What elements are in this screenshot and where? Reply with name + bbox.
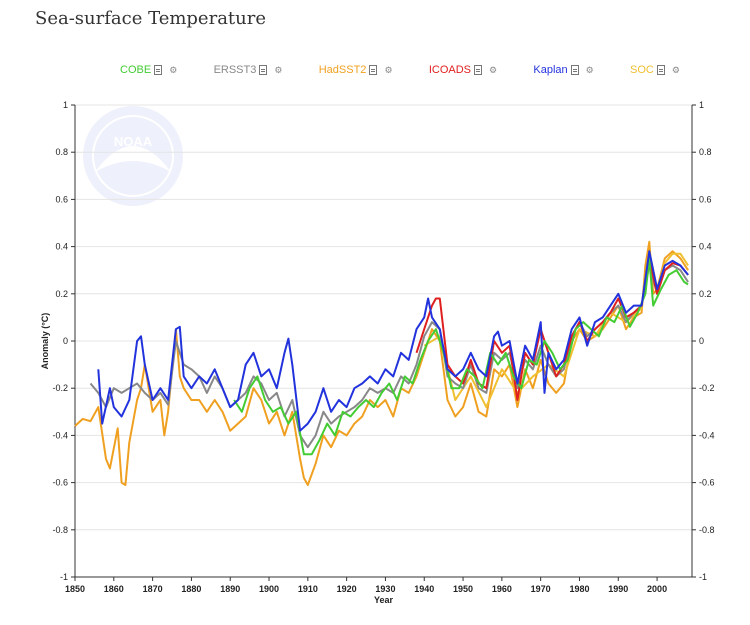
gear-icon[interactable]: ⚙ xyxy=(384,64,393,75)
x-tick-label: 1980 xyxy=(569,584,589,594)
x-tick-label: 1910 xyxy=(298,584,318,594)
document-icon[interactable] xyxy=(570,65,579,75)
y-tick-label: -1 xyxy=(60,572,68,582)
y-tick-label-right: -1 xyxy=(699,572,707,582)
x-tick-label: 1860 xyxy=(104,584,124,594)
y-tick-label-right: 0.6 xyxy=(699,194,712,204)
y-tick-label: 0.4 xyxy=(55,242,68,252)
legend-label: ERSST3 xyxy=(213,64,257,76)
y-tick-label-right: -0.2 xyxy=(699,383,715,393)
document-icon[interactable] xyxy=(259,65,268,75)
x-tick-label: 1940 xyxy=(414,584,434,594)
x-tick-label: 1990 xyxy=(608,584,628,594)
gear-icon[interactable]: ⚙ xyxy=(274,64,283,75)
svg-text:NOAA: NOAA xyxy=(114,134,153,149)
y-tick-label: -0.6 xyxy=(52,478,68,488)
y-tick-label: 0.8 xyxy=(55,147,68,157)
legend-item-hadsst2[interactable]: HadSST2 ⚙ xyxy=(319,64,393,76)
x-tick-label: 1890 xyxy=(220,584,240,594)
gear-icon[interactable]: ⚙ xyxy=(671,64,680,75)
x-tick-label: 2000 xyxy=(647,584,667,594)
y-tick-label-right: 0.4 xyxy=(699,242,712,252)
document-icon[interactable] xyxy=(474,65,482,75)
y-tick-label-right: 0.2 xyxy=(699,289,712,299)
legend-item-cobe[interactable]: COBE ⚙ xyxy=(120,64,177,76)
y-tick-label: 0.2 xyxy=(55,289,68,299)
noaa-logo-watermark: NOAA xyxy=(83,106,183,206)
gear-icon[interactable]: ⚙ xyxy=(169,64,178,75)
gear-icon[interactable]: ⚙ xyxy=(585,64,594,75)
legend-label: ICOADS xyxy=(428,64,471,76)
document-icon[interactable] xyxy=(154,65,163,75)
x-tick-label: 1900 xyxy=(259,584,279,594)
y-tick-label-right: 1 xyxy=(699,100,704,110)
document-icon[interactable] xyxy=(369,65,378,75)
series-line-hadsst2 xyxy=(74,240,689,486)
y-tick-label-right: 0 xyxy=(699,336,704,346)
legend-label: Kaplan xyxy=(533,64,568,76)
document-icon[interactable] xyxy=(656,65,665,75)
y-axis-label: Anomaly (°C) xyxy=(40,313,50,370)
legend-item-icoads[interactable]: ICOADS ⚙ xyxy=(429,64,497,76)
gear-icon[interactable]: ⚙ xyxy=(489,64,498,75)
series-line-cobe xyxy=(233,257,689,456)
chart-tick-labels: -1 -1 -0.8 -0.8 -0.6 -0.6 -0.4 -0.4 -0.2 -0.2 0 0 0.… xyxy=(52,100,714,594)
page-title: Sea-surface Temperature xyxy=(35,8,267,29)
legend-item-soc[interactable]: SOC ⚙ xyxy=(630,64,680,76)
legend-label: HadSST2 xyxy=(318,64,367,76)
y-tick-label-right: -0.4 xyxy=(699,430,715,440)
y-tick-label: 0.6 xyxy=(55,194,68,204)
x-tick-label: 1880 xyxy=(181,584,201,594)
x-tick-label: 1930 xyxy=(375,584,395,594)
x-tick-label: 1970 xyxy=(531,584,551,594)
x-tick-label: 1920 xyxy=(337,584,357,594)
y-tick-label: 1 xyxy=(63,100,68,110)
y-tick-label-right: -0.6 xyxy=(699,478,715,488)
x-tick-label: 1870 xyxy=(143,584,163,594)
chart-series xyxy=(74,240,689,486)
legend-item-kaplan[interactable]: Kaplan ⚙ xyxy=(533,64,593,76)
x-tick-label: 1960 xyxy=(492,584,512,594)
legend-label: SOC xyxy=(630,64,654,76)
y-tick-label-right: -0.8 xyxy=(699,525,715,535)
legend-item-ersst3[interactable]: ERSST3 ⚙ xyxy=(214,64,283,76)
series-line-kaplan xyxy=(97,250,689,432)
x-tick-label: 1950 xyxy=(453,584,473,594)
y-tick-label: -0.2 xyxy=(52,383,68,393)
series-line-ersst3 xyxy=(89,264,689,449)
y-tick-label: -0.8 xyxy=(52,525,68,535)
y-tick-label-right: 0.8 xyxy=(699,147,712,157)
legend-label: COBE xyxy=(120,64,152,76)
x-tick-label: 1850 xyxy=(65,584,85,594)
chart-axes xyxy=(71,104,696,581)
x-axis-label: Year xyxy=(374,595,394,605)
y-tick-label: -0.4 xyxy=(52,430,68,440)
legend: COBE ⚙ ERSST3 ⚙ HadSST2 ⚙ ICOADS ⚙ Kapla… xyxy=(120,64,680,76)
y-tick-label: 0 xyxy=(63,336,68,346)
